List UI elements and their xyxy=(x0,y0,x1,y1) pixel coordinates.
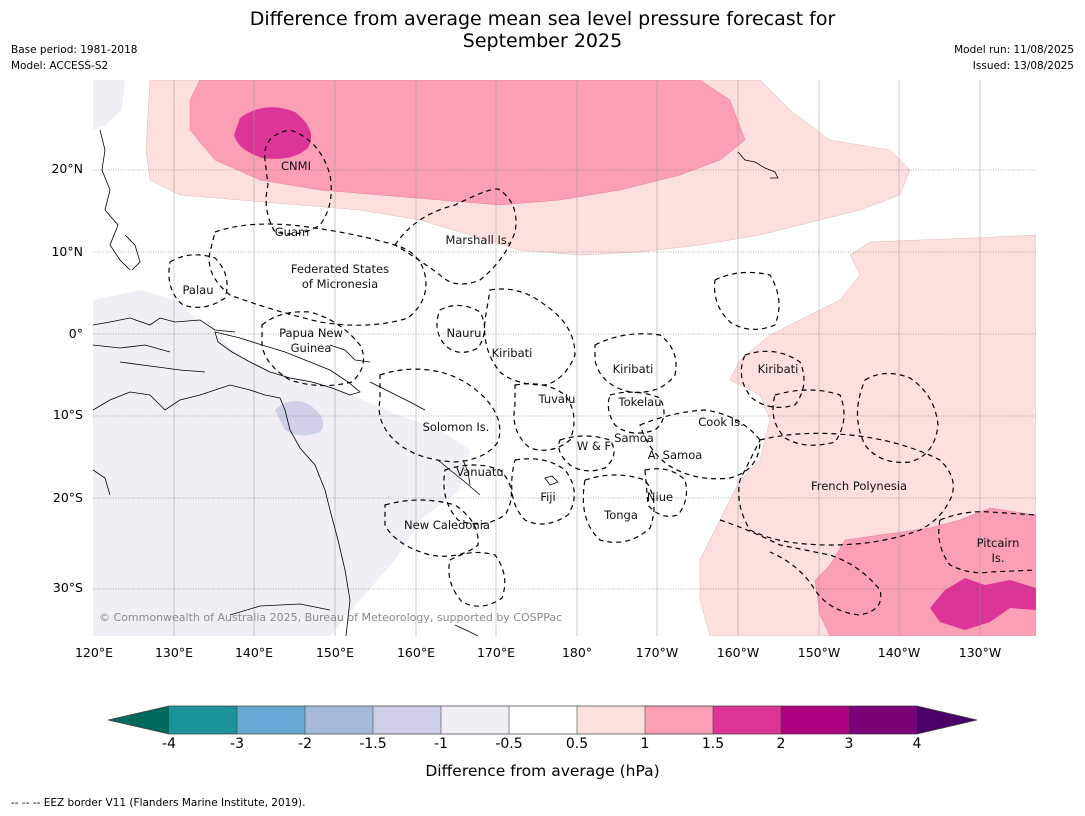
colorbar-tick-2: 2 xyxy=(776,736,786,752)
colorbar-bin-10 xyxy=(781,706,849,734)
lon-tick-170w: 170°W xyxy=(635,645,679,660)
colorbar-tick-m0-5: -0.5 xyxy=(495,736,523,752)
label-png-line1: Papua New xyxy=(279,326,343,340)
colorbar-tick-1-5: 1.5 xyxy=(701,736,725,752)
latitude-lines xyxy=(93,169,1036,590)
lat-tick-20s: 20°S xyxy=(52,490,83,505)
lon-tick-180: 180° xyxy=(561,645,593,660)
colorbar-bin-5 xyxy=(441,706,509,734)
eez-borders xyxy=(168,129,1036,616)
colorbar-bin-1 xyxy=(169,706,237,734)
label-marshall: Marshall Is. xyxy=(445,233,510,247)
title-line-1: Difference from average mean sea level p… xyxy=(249,8,836,30)
meta-right: Model run: 11/08/2025 Issued: 13/08/2025 xyxy=(954,42,1074,74)
label-fiji: Fiji xyxy=(540,490,555,504)
label-kiribati-central: Kiribati xyxy=(613,362,654,376)
chart-title: Difference from average mean sea level p… xyxy=(0,8,1085,52)
place-labels: CNMI Guam Marshall Is. Federated States … xyxy=(183,159,1020,565)
label-guam: Guam xyxy=(275,225,309,239)
copyright-notice: © Commonwealth of Australia 2025, Bureau… xyxy=(99,611,562,624)
coastlines xyxy=(93,129,779,636)
label-asamoa: A. Samoa xyxy=(648,448,703,462)
anomaly-lavender-region xyxy=(93,290,470,636)
label-pitcairn-line2: Is. xyxy=(991,551,1004,565)
anomaly-pale-blue-patch xyxy=(275,401,324,436)
label-samoa: Samoa xyxy=(614,431,654,445)
label-fsm-line1: Federated States xyxy=(291,262,389,276)
lon-tick-130e: 130°E xyxy=(154,645,193,660)
lon-tick-150w: 150°W xyxy=(797,645,841,660)
label-vanuatu: Vanuatu xyxy=(456,465,503,479)
colorbar-bin-3 xyxy=(305,706,373,734)
label-fsm-line2: of Micronesia xyxy=(302,277,378,291)
map-svg: CNMI Guam Marshall Is. Federated States … xyxy=(93,80,1036,636)
lat-tick-30s: 30°S xyxy=(52,580,83,595)
lon-tick-120e: 120°E xyxy=(74,645,113,660)
colorbar-bin-11 xyxy=(849,706,917,734)
colorbar-tick-4: 4 xyxy=(912,736,922,752)
lon-tick-160e: 160°E xyxy=(396,645,435,660)
lat-tick-20n: 20°N xyxy=(51,161,83,176)
colorbar-bin-7 xyxy=(577,706,645,734)
colorbar-tick-1: 1 xyxy=(640,736,650,752)
model-name: Model: ACCESS-S2 xyxy=(11,60,109,72)
label-wf: W & F xyxy=(577,439,611,453)
colorbar-tick-3: 3 xyxy=(844,736,854,752)
label-palau: Palau xyxy=(183,283,214,297)
issued-date: Issued: 13/08/2025 xyxy=(972,60,1074,72)
colorbar-bin-4 xyxy=(373,706,441,734)
colorbar-bin-9 xyxy=(713,706,781,734)
title-line-2: September 2025 xyxy=(462,30,623,52)
anomaly-magenta-north xyxy=(234,107,312,159)
lon-tick-160w: 160°W xyxy=(716,645,760,660)
anomaly-lavender-north xyxy=(93,80,125,130)
label-new-caledonia: New Caledonia xyxy=(404,518,490,532)
label-kiribati-east: Kiribati xyxy=(758,362,799,376)
label-tokelau: Tokelau xyxy=(618,395,662,409)
label-kiribati-west: Kiribati xyxy=(492,346,533,360)
lon-tick-150e: 150°E xyxy=(315,645,354,660)
map-panel: CNMI Guam Marshall Is. Federated States … xyxy=(93,80,1036,636)
colorbar-bin-8 xyxy=(645,706,713,734)
label-pitcairn-line1: Pitcairn xyxy=(977,536,1020,550)
anomaly-magenta-southeast xyxy=(930,578,1036,630)
colorbar-tick-0-5: 0.5 xyxy=(565,736,589,752)
lon-tick-130w: 130°W xyxy=(958,645,1002,660)
colorbar-title: Difference from average (hPa) xyxy=(425,762,660,780)
label-niue: Niue xyxy=(647,490,673,504)
lat-tick-0: 0° xyxy=(68,326,83,341)
colorbar-bin-6 xyxy=(509,706,577,734)
colorbar-bin-2 xyxy=(237,706,305,734)
label-nauru: Nauru xyxy=(447,326,482,340)
colorbar-extend-high xyxy=(917,706,977,734)
base-period: Base period: 1981-2018 xyxy=(11,44,138,56)
label-tuvalu: Tuvalu xyxy=(538,392,576,406)
anomaly-pink-north xyxy=(189,80,746,206)
label-png-line2: Guinea xyxy=(291,341,332,355)
colorbar-extend-low xyxy=(108,706,169,734)
label-french-polynesia: French Polynesia xyxy=(811,479,907,493)
label-cook: Cook Is. xyxy=(698,415,743,429)
label-cnmi: CNMI xyxy=(281,159,311,173)
colorbar-tick-m3: -3 xyxy=(230,736,244,752)
colorbar xyxy=(107,705,978,735)
label-tonga: Tonga xyxy=(603,508,638,522)
colorbar-tick-m4: -4 xyxy=(162,736,176,752)
lon-tick-140e: 140°E xyxy=(234,645,273,660)
colorbar-tick-m1-5: -1.5 xyxy=(359,736,387,752)
graticule xyxy=(173,80,981,636)
model-run: Model run: 11/08/2025 xyxy=(954,44,1074,56)
lon-tick-140w: 140°W xyxy=(877,645,921,660)
lat-tick-10n: 10°N xyxy=(51,244,83,259)
lon-tick-170e: 170°E xyxy=(476,645,515,660)
colorbar-tick-m2: -2 xyxy=(298,736,312,752)
meta-left: Base period: 1981-2018 Model: ACCESS-S2 xyxy=(11,42,137,74)
label-solomon: Solomon Is. xyxy=(423,420,490,434)
lat-tick-10s: 10°S xyxy=(52,407,83,422)
eez-border-note: -- -- -- EEZ border V11 (Flanders Marine… xyxy=(11,797,306,809)
colorbar-tick-m1: -1 xyxy=(434,736,448,752)
